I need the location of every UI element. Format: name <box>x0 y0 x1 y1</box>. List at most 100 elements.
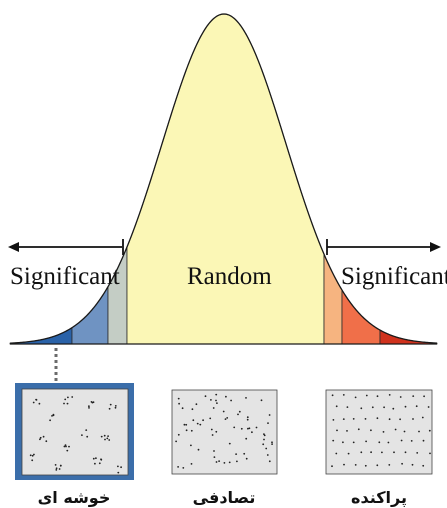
curve-regions <box>9 13 438 345</box>
random-point <box>225 395 227 398</box>
cluster-point <box>81 434 83 436</box>
random-point <box>246 416 249 419</box>
bell-curve <box>9 13 438 344</box>
cluster-point <box>31 459 34 462</box>
cluster-point <box>38 402 41 405</box>
random-point <box>263 434 266 437</box>
cluster-point <box>85 429 88 431</box>
dispersed-point <box>388 394 391 396</box>
dispersed-point <box>335 405 338 408</box>
dispersed-point <box>410 440 413 442</box>
dispersed-point <box>428 429 431 432</box>
cluster-point <box>117 465 119 468</box>
random-point <box>218 460 221 462</box>
dispersed-point <box>370 451 372 454</box>
random-point <box>247 427 249 430</box>
random-point <box>228 461 231 464</box>
random-caption: تصادفی <box>193 488 256 507</box>
right-arrow <box>326 239 441 255</box>
random-point <box>177 466 180 468</box>
random-point <box>267 422 269 424</box>
dispersed-point <box>427 406 430 408</box>
cluster-point <box>39 436 42 439</box>
cluster-point <box>95 457 97 460</box>
cluster-point <box>63 402 65 405</box>
random-pattern-panel <box>171 389 278 475</box>
random-point <box>268 414 271 416</box>
dispersed-point <box>423 395 425 398</box>
dispersed-point <box>382 431 385 433</box>
cluster-point <box>91 401 94 404</box>
dispersed-point <box>360 451 363 454</box>
random-point <box>240 427 243 430</box>
dispersed-point <box>388 418 391 421</box>
clustered-pattern-panel <box>21 388 129 476</box>
random-point <box>181 407 184 410</box>
random-point <box>263 433 265 435</box>
random-point <box>210 399 212 401</box>
cluster-point <box>104 438 106 441</box>
cluster-point <box>67 396 69 399</box>
cluster-point <box>33 453 35 456</box>
random-point <box>265 447 268 450</box>
random-point <box>230 399 233 402</box>
cluster-point <box>35 398 37 401</box>
random-point <box>222 410 225 413</box>
cluster-point <box>120 466 122 469</box>
random-point <box>223 462 226 464</box>
random-point <box>262 443 265 446</box>
random-point <box>271 443 273 445</box>
random-point <box>235 453 238 455</box>
random-point <box>185 429 188 432</box>
clustered-caption: خوشه ای <box>38 488 111 507</box>
cluster-point <box>109 403 112 406</box>
random-point <box>213 456 216 458</box>
random-point <box>260 399 263 402</box>
dispersed-point <box>422 439 425 442</box>
cluster-point <box>94 462 96 465</box>
cluster-point <box>45 440 48 443</box>
dispersed-point <box>422 464 425 467</box>
random-point <box>215 399 217 402</box>
random-point <box>246 418 249 421</box>
random-point <box>212 407 215 409</box>
dispersed-point <box>416 452 419 454</box>
random-point <box>185 423 188 426</box>
random-point <box>228 442 231 445</box>
cluster-point <box>55 467 58 470</box>
dispersed-point <box>387 441 390 444</box>
random-point <box>199 423 202 426</box>
right-significant-label: Significant <box>341 263 447 290</box>
cluster-point <box>54 464 57 466</box>
random-point <box>177 433 180 436</box>
cluster-point <box>39 438 41 441</box>
dispersed-point <box>418 430 420 433</box>
random-point <box>216 402 218 404</box>
random-point <box>255 426 258 429</box>
random-point <box>190 463 193 465</box>
cluster-point <box>64 398 67 401</box>
cluster-point <box>88 407 90 409</box>
dispersed-point <box>335 452 338 455</box>
dispersed-point <box>371 406 374 409</box>
cluster-point <box>29 454 32 457</box>
dispersed-point <box>332 419 335 421</box>
dispersed-point <box>357 428 360 431</box>
dispersed-point <box>381 451 383 454</box>
cluster-point <box>107 435 109 437</box>
right-tail-1 <box>323 253 343 345</box>
random-point <box>191 408 194 411</box>
cluster-point <box>51 415 53 417</box>
random-point <box>195 403 198 406</box>
cluster-point <box>65 445 67 448</box>
cluster-point <box>66 402 69 405</box>
dispersed-point <box>352 418 355 420</box>
random-point <box>182 467 185 469</box>
random-point <box>245 457 248 460</box>
dispersed-point <box>383 406 385 409</box>
dispersed-point <box>364 464 367 467</box>
dispersed-point <box>376 464 379 467</box>
random-point <box>183 423 186 426</box>
cluster-point <box>92 457 95 460</box>
random-point <box>251 431 253 434</box>
